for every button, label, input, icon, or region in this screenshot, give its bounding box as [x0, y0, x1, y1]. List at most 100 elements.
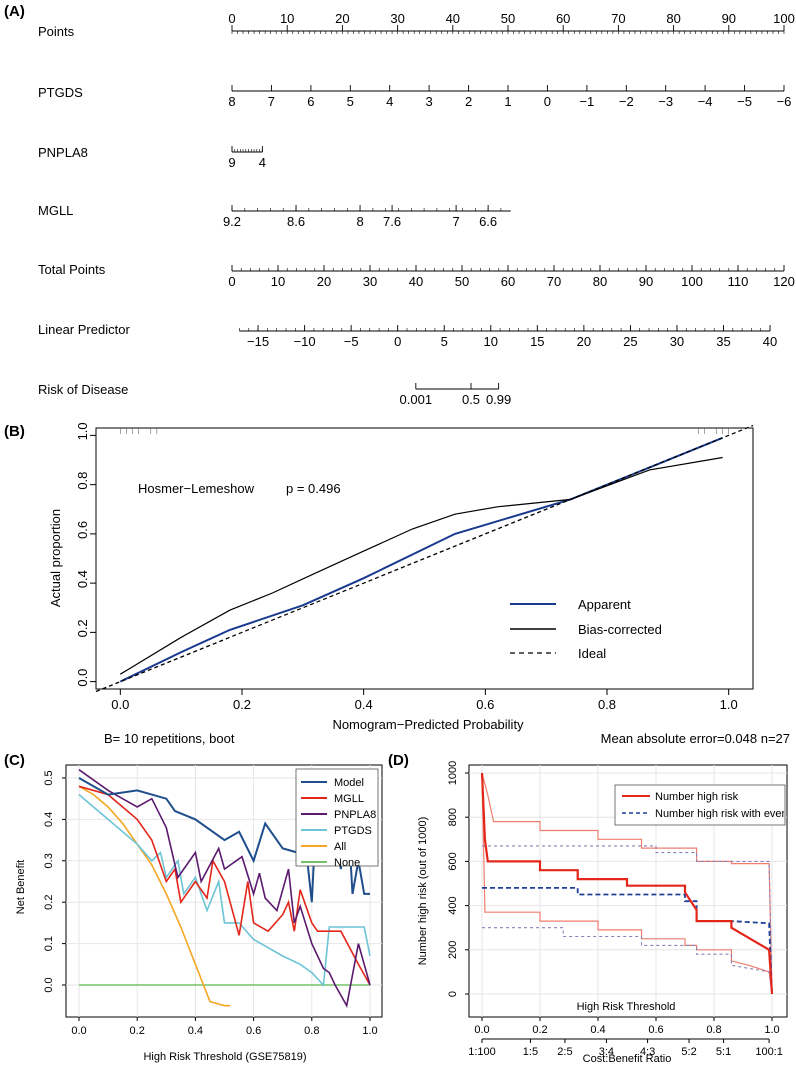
cip-x-tick-label: 0.8: [706, 1024, 721, 1036]
dca-x-tick-label: 0.6: [246, 1025, 261, 1037]
nomogram-tick-label: 8.6: [287, 214, 305, 229]
nomogram-tick-label: 0: [228, 274, 235, 289]
legend-bias-label: Bias-corrected: [578, 622, 662, 637]
nomogram-row-label: Points: [38, 24, 75, 39]
ratio-tick-label: 5:1: [716, 1046, 731, 1058]
dca-y-tick-label: 0.2: [43, 895, 55, 910]
nomogram-tick-label: 6: [307, 94, 314, 109]
nomogram-tick-label: 40: [763, 334, 777, 349]
nomogram-tick-label: 90: [639, 274, 653, 289]
nomogram-tick-label: 30: [363, 274, 377, 289]
nomogram-tick-label: 15: [530, 334, 544, 349]
nomogram-tick-label: 120: [773, 274, 795, 289]
dca-y-tick-label: 0.5: [43, 770, 55, 785]
calibration-y-tick-label: 0.6: [75, 521, 90, 539]
cip-x-tick-label: 0.0: [474, 1024, 489, 1036]
dca-legend-label: All: [334, 841, 346, 853]
nomogram-tick-label: 30: [670, 334, 684, 349]
cip-x-label: High Risk Threshold: [577, 1001, 676, 1013]
ratio-tick-label: 2:5: [557, 1046, 572, 1058]
hl-p-value: p = 0.496: [286, 481, 341, 496]
number-high-risk-curve: [480, 772, 774, 995]
dca-legend-label: PNPLA8: [334, 809, 376, 821]
nomogram-tick-label: 60: [501, 274, 515, 289]
ratio-tick-label: 1:5: [523, 1046, 538, 1058]
dca-x-tick-label: 0.0: [71, 1025, 86, 1037]
nomogram-tick-label: 0: [228, 11, 235, 26]
nomogram-tick-label: 20: [577, 334, 591, 349]
nomogram-tick-label: 40: [409, 274, 423, 289]
cip-x-tick-label: 1.0: [764, 1024, 779, 1036]
nomogram-tick-label: 50: [455, 274, 469, 289]
nomogram-tick-label: 60: [556, 11, 570, 26]
panel-c: (C) 0.0 0.2 0.4 0.6 0.8 1.0 0.0 0.1 0.2 0.3 0.4 0.5…: [4, 752, 383, 1063]
calibration-legend: Apparent Bias-corrected Ideal: [510, 597, 662, 661]
nomogram-tick-label: 110: [728, 274, 749, 289]
nomogram-tick-label: 9: [228, 155, 235, 170]
dca-legend-label: None: [334, 857, 360, 869]
nomogram-tick-label: 8: [228, 94, 235, 109]
nomogram-tick-label: 2: [465, 94, 472, 109]
nomogram-row-label: MGLL: [38, 203, 73, 218]
nomogram-row-label: PTGDS: [38, 85, 83, 100]
dca-legend-label: MGLL: [334, 793, 364, 805]
nomogram-tick-label: −5: [344, 334, 359, 349]
panel-b: (B) 0.0 0.2 0.4 0.6 0.8 1.0 0.0 0.2 0.4 0.6 0.8 1.0…: [4, 422, 790, 746]
nomogram-tick-label: 100: [773, 11, 795, 26]
cip-x-tick-label: 0.2: [532, 1024, 547, 1036]
cip-x-tick-label: 0.6: [648, 1024, 663, 1036]
nomogram-tick-label: 5: [441, 334, 448, 349]
nomogram-tick-label: 0.5: [462, 392, 480, 407]
calibration-footer-right: Mean absolute error=0.048 n=27: [601, 731, 790, 746]
panel-d: (D) 0.0 0.2 0.4 0.6 0.8 1.002004006008001000 …: [388, 752, 788, 1065]
ratio-tick-label: 1:100: [468, 1046, 496, 1058]
number-high-risk-event-curve: [482, 887, 773, 995]
dca-y-tick-label: 0.4: [43, 812, 55, 827]
calibration-y-tick-label: 0.8: [75, 472, 90, 490]
calibration-x-tick-label: 1.0: [720, 697, 738, 712]
dca-legend-box: [295, 768, 379, 867]
nomogram-tick-label: 4: [259, 155, 266, 170]
panel-label-b: (B): [4, 423, 25, 440]
dca-x-label: High Risk Threshold (GSE75819): [143, 1051, 306, 1063]
legend-apparent-label: Apparent: [578, 597, 631, 612]
nomogram-tick-label: 0.99: [486, 392, 511, 407]
nomogram-tick-label: 0.001: [400, 392, 433, 407]
dca-legend: Model MGLL PNPLA8 PTGDS All None: [295, 768, 379, 869]
panel-label-a: (A): [4, 3, 25, 20]
calibration-x-tick-label: 0.2: [233, 697, 251, 712]
nomogram-tick-label: 10: [484, 334, 498, 349]
legend-ideal-label: Ideal: [578, 646, 606, 661]
cost-benefit-axis: 1:100 1:5 2:5 3:4 4:3 5:2 5:1 100:1: [468, 1038, 783, 1058]
calibration-y-tick-label: 0.0: [75, 669, 90, 687]
nomogram-row-label: PNPLA8: [38, 145, 88, 160]
nomogram-tick-label: 30: [390, 11, 404, 26]
calibration-footer-left: B= 10 repetitions, boot: [104, 731, 235, 746]
nomogram-tick-label: 50: [501, 11, 515, 26]
calibration-y-tick-label: 0.4: [75, 570, 90, 588]
cip-y-tick-label: 400: [447, 896, 459, 914]
nomogram-tick-label: 35: [716, 334, 730, 349]
nomogram-tick-label: −4: [698, 94, 713, 109]
nomogram-tick-label: 0: [394, 334, 401, 349]
cip-legend: Number high risk Number high risk with e…: [614, 784, 786, 826]
cip-y-tick-label: 800: [447, 808, 459, 826]
ratio-tick-label: 100:1: [755, 1046, 783, 1058]
calibration-x-label: Nomogram−Predicted Probability: [332, 717, 524, 732]
dca-x-tick-label: 0.8: [304, 1025, 319, 1037]
nomogram-tick-label: 7: [452, 214, 459, 229]
nomogram-tick-label: −5: [737, 94, 752, 109]
cip-x-tick-label: 0.4: [590, 1024, 605, 1036]
nomogram-tick-label: 70: [611, 11, 625, 26]
dca-x-tick-label: 1.0: [362, 1025, 377, 1037]
dca-x-tick-label: 0.4: [188, 1025, 203, 1037]
nomogram-tick-label: −15: [247, 334, 269, 349]
nomogram-tick-label: 5: [347, 94, 354, 109]
nomogram-tick-label: 8: [356, 214, 363, 229]
nomogram-tick-label: 3: [426, 94, 433, 109]
cip-ratio-label: Cost:Benefit Ratio: [583, 1053, 672, 1065]
nomogram-tick-label: −1: [579, 94, 594, 109]
calibration-y-label: Actual proportion: [48, 509, 63, 607]
